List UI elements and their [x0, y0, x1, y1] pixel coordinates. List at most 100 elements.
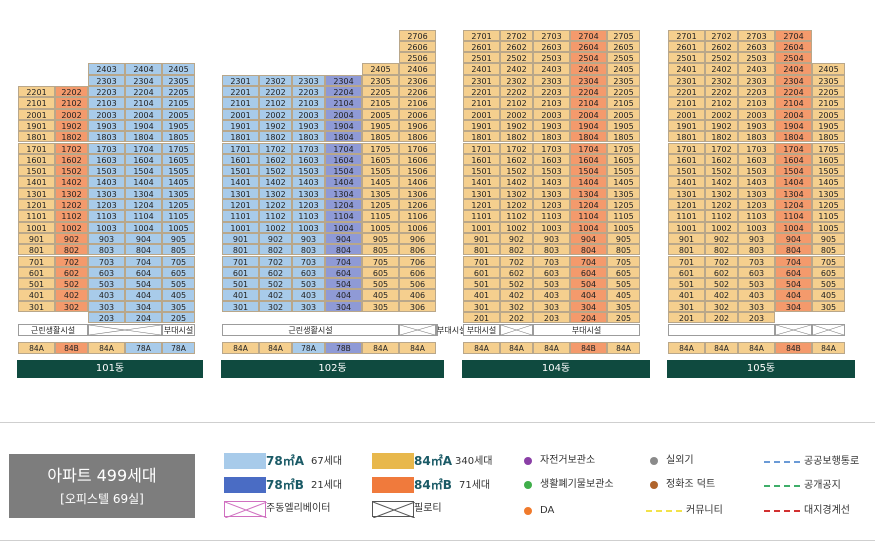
waste-dot-icon — [524, 481, 532, 489]
unit-cell: 1301 — [668, 187, 705, 199]
unit-cell: 902 — [259, 232, 292, 245]
unit-type-label: 84A — [500, 342, 533, 355]
unit-cell: 2403 — [533, 63, 570, 75]
unit-cell: 805 — [162, 244, 195, 256]
unit-cell: 2003 — [292, 108, 325, 120]
unit-cell: 1303 — [738, 187, 775, 199]
unit-cell: 2001 — [18, 108, 55, 120]
unit-cell: 1601 — [668, 153, 705, 166]
unit-cell: 1603 — [533, 153, 570, 166]
unit-cell: 1203 — [738, 199, 775, 211]
unit-cell: 2503 — [738, 52, 775, 64]
unit-cell: 1205 — [812, 199, 845, 211]
unit-cell: 704 — [775, 255, 812, 267]
unit-cell: 504 — [570, 278, 607, 290]
unit-cell: 503 — [533, 278, 570, 290]
unit-cell: 501 — [463, 278, 500, 290]
unit-cell: 1802 — [705, 131, 738, 143]
unit-cell: 2602 — [705, 40, 738, 53]
unit-cell: 1402 — [259, 176, 292, 188]
unit-cell: 2105 — [362, 97, 399, 109]
unit-cell: 2004 — [125, 108, 162, 120]
unit-cell: 1802 — [55, 131, 88, 143]
unit-cell: 303 — [533, 300, 570, 312]
unit-cell: 1402 — [55, 176, 88, 188]
unit-cell: 1203 — [292, 199, 325, 211]
unit-cell: 1601 — [18, 153, 55, 166]
unit-cell: 1201 — [668, 199, 705, 211]
unit-cell: 1002 — [55, 221, 88, 233]
unit-cell: 1003 — [88, 221, 125, 233]
unit-cell: 1102 — [705, 210, 738, 222]
unit-cell: 2305 — [607, 74, 640, 86]
unit-cell: 2004 — [775, 108, 812, 120]
unit-cell: 1402 — [500, 176, 533, 188]
unit-cell: 302 — [705, 300, 738, 312]
unit-cell: 604 — [125, 266, 162, 279]
unit-type-label: 84A — [533, 342, 570, 355]
unit-cell: 1301 — [222, 187, 259, 199]
summary-subtitle: [오피스텔 69실] — [60, 492, 144, 506]
unit-cell: 2204 — [570, 86, 607, 98]
unit-cell: 2402 — [705, 63, 738, 75]
unit-cell: 303 — [88, 300, 125, 312]
unit-cell: 2701 — [463, 29, 500, 41]
unit-cell: 1005 — [162, 221, 195, 233]
unit-cell: 1004 — [775, 221, 812, 233]
unit-cell: 1201 — [463, 199, 500, 211]
unit-cell: 804 — [325, 244, 362, 256]
facility-label — [668, 324, 775, 337]
unit-cell: 404 — [325, 289, 362, 301]
unit-cell: 402 — [500, 289, 533, 301]
unit-cell: 2001 — [668, 108, 705, 120]
unit-cell: 2101 — [668, 97, 705, 109]
unit-cell: 2304 — [775, 74, 812, 86]
unit-cell: 2702 — [705, 29, 738, 41]
unit-cell: 402 — [259, 289, 292, 301]
unit-cell: 1603 — [292, 153, 325, 166]
unit-cell: 2102 — [259, 97, 292, 109]
unit-cell: 1701 — [668, 142, 705, 154]
legend-openspace: 공개공지 — [804, 480, 841, 491]
unit-cell: 1002 — [259, 221, 292, 233]
unit-cell: 704 — [570, 255, 607, 267]
unit-cell: 1005 — [362, 221, 399, 233]
unit-type-label: 84A — [399, 342, 436, 355]
unit-cell: 1001 — [463, 221, 500, 233]
unit-cell: 405 — [162, 289, 195, 301]
walkway-line-icon — [764, 461, 800, 463]
unit-cell: 2706 — [399, 29, 436, 41]
unit-cell: 302 — [500, 300, 533, 312]
unit-cell: 2005 — [812, 108, 845, 120]
unit-cell: 2401 — [463, 63, 500, 75]
unit-cell: 1001 — [222, 221, 259, 233]
unit-cell: 2303 — [292, 74, 325, 86]
unit-cell: 703 — [88, 255, 125, 267]
unit-cell: 604 — [325, 266, 362, 279]
unit-cell: 2004 — [325, 108, 362, 120]
unit-cell: 2301 — [222, 74, 259, 86]
unit-cell: 1004 — [125, 221, 162, 233]
unit-cell: 1303 — [292, 187, 325, 199]
unit-cell: 2305 — [812, 74, 845, 86]
unit-cell: 403 — [533, 289, 570, 301]
unit-cell: 1702 — [259, 142, 292, 154]
unit-cell: 2306 — [399, 74, 436, 86]
bike-dot-icon — [524, 457, 532, 465]
unit-cell: 901 — [463, 232, 500, 245]
unit-cell: 2606 — [399, 40, 436, 53]
unit-cell: 905 — [362, 232, 399, 245]
unit-cell: 1501 — [668, 165, 705, 177]
unit-cell: 2203 — [533, 86, 570, 98]
unit-type-label: 84A — [738, 342, 775, 355]
legend-78a-size: 78㎡A — [266, 454, 304, 468]
unit-cell: 2501 — [463, 52, 500, 64]
unit-cell: 2003 — [88, 108, 125, 120]
unit-cell: 702 — [500, 255, 533, 267]
unit-cell: 802 — [705, 244, 738, 256]
unit-cell: 203 — [738, 312, 775, 324]
unit-cell: 605 — [162, 266, 195, 279]
unit-cell: 1902 — [705, 119, 738, 132]
unit-cell: 1904 — [125, 119, 162, 132]
